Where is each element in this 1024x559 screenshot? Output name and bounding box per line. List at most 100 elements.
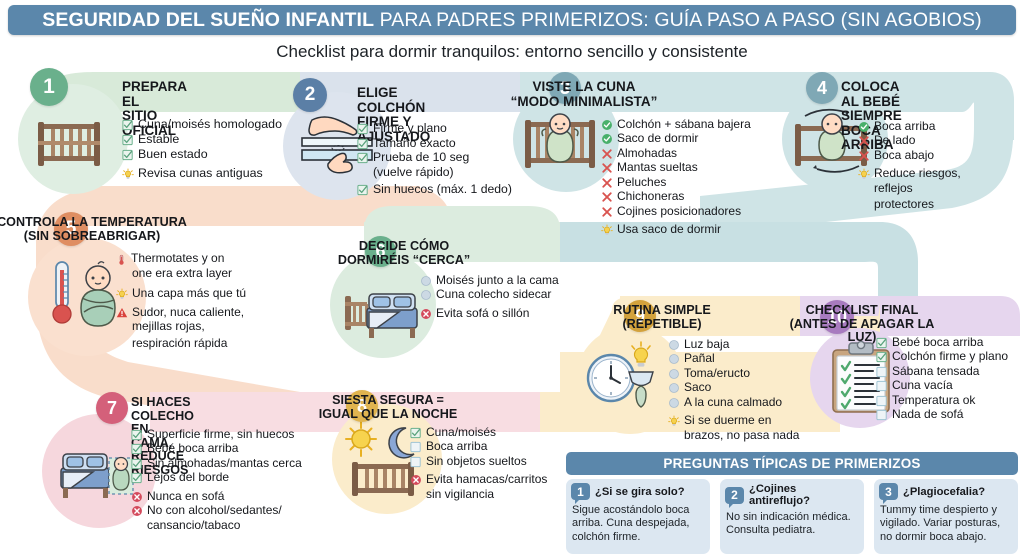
checklist-item-label: Boca arriba — [426, 439, 488, 454]
step-5-number-badge[interactable]: 5 — [54, 212, 88, 246]
checklist-item[interactable]: Reduce riesgos, — [858, 166, 1018, 181]
checklist-item: cansancio/tabaco — [131, 517, 331, 534]
step-4-number-badge[interactable]: 4 — [806, 72, 838, 104]
checklist-item-label: Bebé boca arriba — [892, 335, 984, 349]
checklist-item[interactable]: Pañal — [668, 351, 828, 365]
step-6-title-line1: DECIDE CÓMO — [358, 239, 450, 253]
checklist-item-label: Firme y plano — [373, 121, 447, 135]
checklist-item[interactable]: Temperatura ok — [876, 393, 1024, 407]
check-box-icon — [122, 149, 134, 161]
thermometer-icon — [116, 253, 127, 267]
checklist-item[interactable]: Usa saco de dormir — [601, 222, 781, 237]
checklist-item[interactable]: Buen estado — [122, 147, 292, 162]
checklist-item-label: Nada de sofá — [892, 407, 964, 422]
step-3-number-badge[interactable]: 3 — [549, 72, 581, 104]
step-6-number-badge[interactable]: 6 — [365, 236, 396, 267]
checklist-item-label: mejillas rojas, — [132, 319, 205, 334]
checklist-item[interactable]: Moisés junto a la cama — [420, 273, 600, 287]
checklist-item[interactable]: Lejos del borde — [131, 470, 331, 485]
faq-question: ¿Plagiocefalia? — [903, 485, 986, 498]
checklist-item[interactable]: Saco de dormir — [601, 131, 781, 145]
step-5-checklist: Thermotates y on one era extra layer Una c… — [116, 251, 294, 353]
x-circle-icon — [131, 505, 143, 517]
checklist-item[interactable]: Cuna/moisés homologado — [122, 117, 292, 132]
step-2-title-line1: ELIGE COLCHÓN — [357, 85, 426, 115]
radio-icon — [420, 275, 432, 287]
checklist-item-label: Lejos del borde — [147, 470, 230, 485]
radio-icon — [668, 353, 680, 365]
faq-card-3[interactable]: 3 ¿Plagiocefalia? Tummy time despierto y v… — [874, 479, 1018, 554]
checklist-item[interactable]: Boca abajo — [858, 148, 1018, 162]
checklist-item[interactable]: Cuna vacía — [876, 378, 1024, 392]
checklist-item[interactable]: Nada de sofá — [876, 407, 1024, 422]
checklist-item-label: Sin almohadas/mantas cerca — [147, 455, 302, 470]
step-7-number-badge[interactable]: 7 — [96, 392, 128, 424]
checklist-item-label: reflejos — [874, 180, 913, 195]
checklist-item[interactable]: Firme y plano — [357, 121, 535, 136]
checklist-item[interactable]: Mantas sueltas — [601, 160, 781, 174]
checklist-item[interactable]: Evita hamacas/carritos — [410, 472, 585, 486]
empty-box-icon — [410, 456, 422, 468]
faq-card-1[interactable]: 1 ¿Si se gira solo? Sigue acostándolo boca… — [566, 479, 710, 554]
checklist-item[interactable]: Tamaño exacto — [357, 136, 535, 151]
checklist-item[interactable]: Saco — [668, 380, 828, 394]
step-2-number-badge[interactable]: 2 — [293, 78, 327, 112]
faq-card-2[interactable]: 2 ¿Cojines antireflujo? No sin indicación … — [720, 479, 864, 554]
step-8-number-badge[interactable]: 8 — [346, 390, 378, 422]
step-6-title: DECIDE CÓMO DORMIRÉIS “CERCA” — [314, 239, 494, 267]
step-10-title-line2: (ANTES DE APAGAR LA LUZ) — [789, 316, 935, 345]
checklist-item[interactable]: Estable — [122, 132, 292, 147]
page-subtitle: Checklist para dormir tranquilos: entorn… — [276, 42, 748, 61]
empty-box-icon — [876, 366, 888, 378]
checklist-item[interactable]: Thermotates y on — [116, 251, 294, 267]
checklist-item-label: Reduce riesgos, — [874, 166, 961, 181]
step-1-title-line2: SITIO OFICIAL — [122, 108, 176, 138]
checklist-item[interactable]: Cuna/moisés — [410, 425, 585, 439]
step-10-number-badge[interactable]: 10 — [820, 300, 854, 334]
checklist-item[interactable]: Superficie firme, sin huecos — [131, 427, 331, 441]
checklist-item[interactable]: Sábana tensada — [876, 363, 1024, 378]
checklist-item-label: respiración rápida — [132, 335, 228, 350]
checklist-item[interactable]: A la cuna calmado — [668, 395, 828, 409]
checklist-item[interactable]: Evita sofá o sillón — [420, 306, 600, 320]
checklist-item[interactable]: Bebé boca arriba — [876, 335, 1024, 349]
checklist-item[interactable]: No con alcohol/sedantes/ — [131, 503, 331, 517]
spacer — [858, 183, 870, 198]
faq-question-row: 3 ¿Plagiocefalia? — [874, 479, 1018, 504]
checklist-item[interactable]: Sudor, nuca caliente, — [116, 305, 294, 319]
bulb-icon — [601, 224, 613, 237]
checklist-item[interactable]: Una capa más que tú — [116, 286, 294, 300]
checklist-item[interactable]: Prueba de 10 seg — [357, 151, 535, 165]
checklist-item-label: Moisés junto a la cama — [436, 273, 559, 287]
checklist-item[interactable]: Almohadas — [601, 146, 781, 160]
checklist-item[interactable]: Sin almohadas/mantas cerca — [131, 455, 331, 470]
checklist-item-label: Cojines posicionadores — [617, 203, 742, 218]
checklist-item[interactable]: Boca arriba — [410, 439, 585, 454]
checklist-item[interactable]: De lado — [858, 133, 1018, 147]
checklist-item[interactable]: Nunca en sofá — [131, 489, 331, 503]
checklist-item[interactable]: Bebé boca arriba — [131, 441, 331, 455]
step-9-checklist: Luz baja Pañal Toma/eructo Saco A la cuna ca… — [668, 337, 828, 445]
checklist-item[interactable]: Boca arriba — [858, 119, 1018, 133]
checklist-item[interactable]: Colchón + sábana bajera — [601, 117, 781, 131]
step-9-title-line1: RUTINA SIMPLE — [613, 303, 711, 317]
checklist-item[interactable]: Colchón firme y plano — [876, 349, 1024, 363]
checklist-item[interactable]: Si se duerme en — [668, 413, 828, 427]
checklist-item: reflejos — [858, 180, 1018, 198]
checklist-item-label: Sábana tensada — [892, 363, 980, 378]
step-10-checklist: Bebé boca arriba Colchón firme y plano Sáb… — [876, 335, 1024, 423]
step-1-number-badge[interactable]: 1 — [30, 68, 68, 106]
checklist-item[interactable]: Peluches — [601, 175, 781, 189]
checklist-item[interactable]: Luz baja — [668, 337, 828, 351]
checklist-item[interactable]: Chichoneras — [601, 189, 781, 203]
checklist-item[interactable]: Revisa cunas antiguas — [122, 166, 292, 181]
checklist-item[interactable]: Toma/eructo — [668, 366, 828, 380]
checklist-item[interactable]: Cuna colecho sidecar — [420, 287, 600, 301]
step-9-number-badge[interactable]: 9 — [624, 300, 656, 332]
checklist-item[interactable]: Sin objetos sueltos — [410, 454, 585, 468]
clipboard-icon — [823, 338, 901, 421]
checklist-item-label: cansancio/tabaco — [147, 517, 241, 532]
x-icon — [601, 148, 613, 160]
checklist-item[interactable]: Cojines posicionadores — [601, 203, 781, 218]
checklist-item[interactable]: Sin huecos (máx. 1 dedo) — [357, 182, 535, 197]
